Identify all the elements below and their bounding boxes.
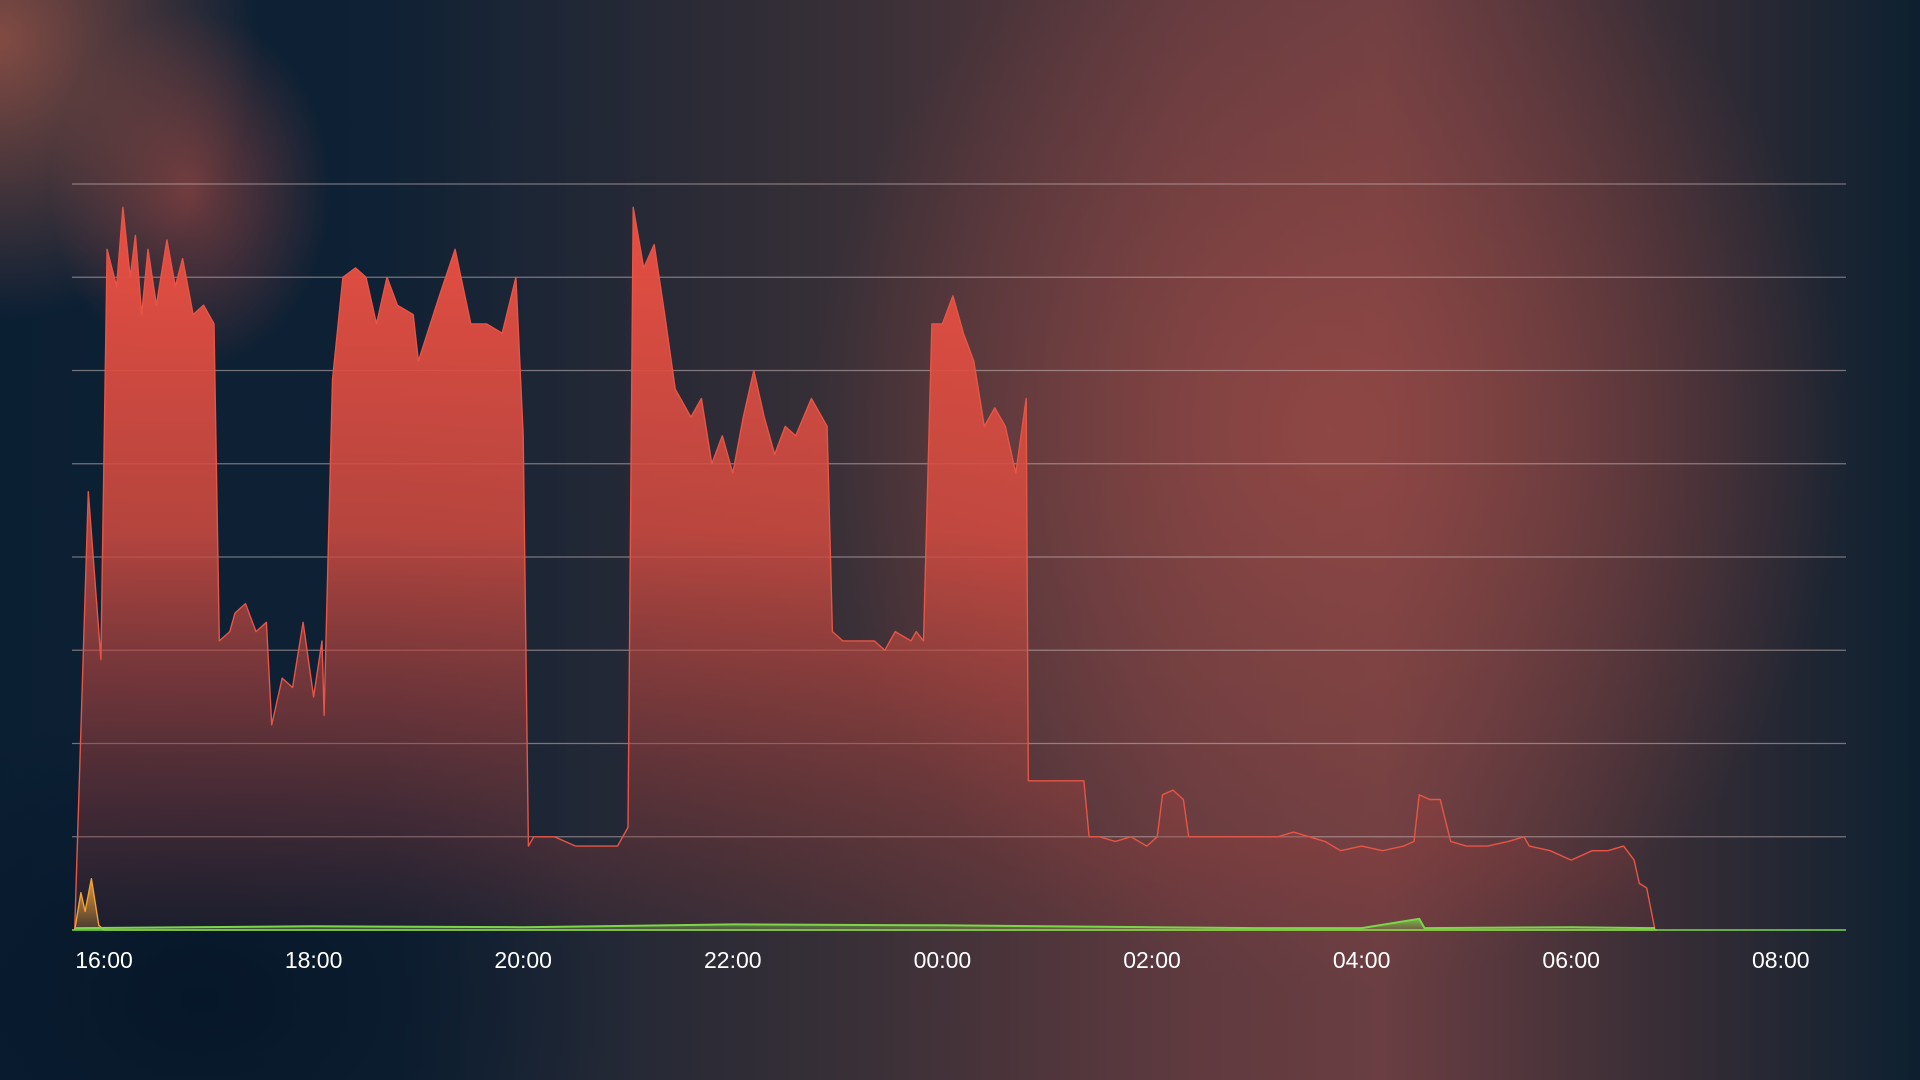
x-tick-label: 02:00 (1123, 947, 1181, 973)
series-line-3 (74, 917, 1656, 930)
x-tick-label: 04:00 (1333, 947, 1391, 973)
x-tick-label: 18:00 (285, 947, 343, 973)
x-tick-label: 00:00 (914, 947, 972, 973)
series-line-1 (74, 206, 1656, 931)
x-tick-label: 06:00 (1542, 947, 1600, 973)
series-area-1 (74, 207, 1656, 931)
x-tick-label: 08:00 (1752, 947, 1810, 973)
x-axis-ticks: 16:00 18:00 20:00 22:00 00:00 02:00 04:00 06:00… (75, 947, 1809, 973)
series-group (74, 206, 1658, 931)
x-tick-label: 20:00 (494, 947, 552, 973)
x-tick-label: 22:00 (704, 947, 762, 973)
x-tick-label: 16:00 (75, 947, 133, 973)
